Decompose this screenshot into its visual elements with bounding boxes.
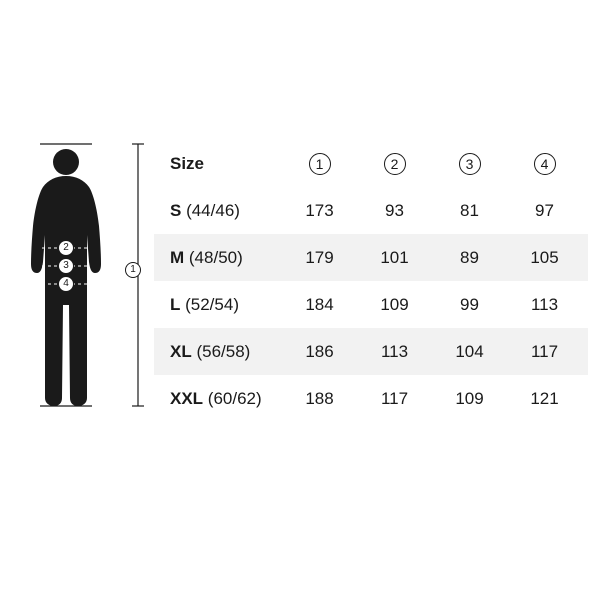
header-col-2: 2: [357, 153, 432, 175]
value-cell: 97: [507, 201, 582, 221]
value-cell: 105: [507, 248, 582, 268]
body-marker-4: 4: [58, 276, 74, 292]
size-cell: S (44/46): [160, 201, 282, 221]
value-cell: 113: [357, 342, 432, 362]
value-cell: 121: [507, 389, 582, 409]
value-cell: 93: [357, 201, 432, 221]
table-header-row: Size 1 2 3 4: [154, 140, 588, 187]
table-row: M (48/50) 179 101 89 105: [154, 234, 588, 281]
value-cell: 179: [282, 248, 357, 268]
size-table: Size 1 2 3 4 S (44/46) 173 93 81 97 M (4…: [154, 140, 588, 422]
size-cell: M (48/50): [160, 248, 282, 268]
value-cell: 186: [282, 342, 357, 362]
value-cell: 99: [432, 295, 507, 315]
value-cell: 117: [357, 389, 432, 409]
table-row: L (52/54) 184 109 99 113: [154, 281, 588, 328]
value-cell: 81: [432, 201, 507, 221]
size-cell: XL (56/58): [160, 342, 282, 362]
table-row: S (44/46) 173 93 81 97: [154, 187, 588, 234]
size-cell: XXL (60/62): [160, 389, 282, 409]
value-cell: 89: [432, 248, 507, 268]
value-cell: 104: [432, 342, 507, 362]
body-marker-3: 3: [58, 258, 74, 274]
table-row: XXL (60/62) 188 117 109 121: [154, 375, 588, 422]
size-chart: 2 3 4 1 Size 1 2 3 4 S (44/46) 173 93 81…: [12, 140, 588, 422]
body-figure: 2 3 4 1: [12, 140, 150, 410]
table-row: XL (56/58) 186 113 104 117: [154, 328, 588, 375]
header-col-4: 4: [507, 153, 582, 175]
value-cell: 188: [282, 389, 357, 409]
value-cell: 101: [357, 248, 432, 268]
header-col-3: 3: [432, 153, 507, 175]
value-cell: 117: [507, 342, 582, 362]
size-cell: L (52/54): [160, 295, 282, 315]
header-size: Size: [160, 154, 282, 174]
value-cell: 109: [432, 389, 507, 409]
value-cell: 109: [357, 295, 432, 315]
value-cell: 113: [507, 295, 582, 315]
header-col-1: 1: [282, 153, 357, 175]
value-cell: 173: [282, 201, 357, 221]
body-marker-2: 2: [58, 240, 74, 256]
value-cell: 184: [282, 295, 357, 315]
height-marker-1: 1: [125, 262, 141, 278]
